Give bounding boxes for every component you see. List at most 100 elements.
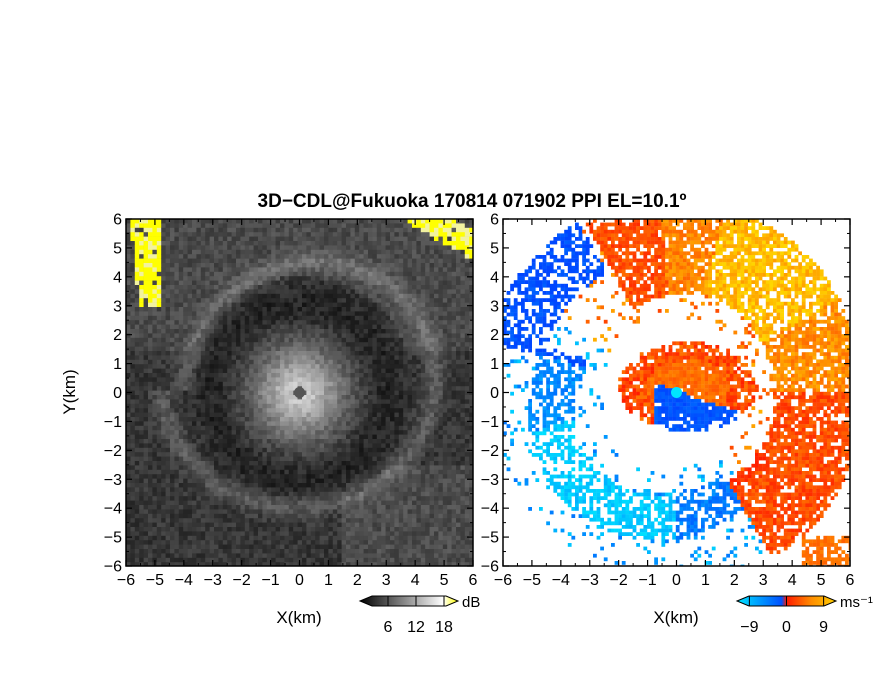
reflectivity-cell: [178, 417, 184, 422]
reflectivity-cell: [266, 386, 272, 391]
reflectivity-cell: [346, 456, 351, 462]
reflectivity-cell: [258, 311, 263, 317]
reflectivity-cell: [174, 232, 180, 237]
reflectivity-cell: [394, 443, 400, 449]
reflectivity-cell: [240, 483, 246, 488]
reflectivity-cell: [346, 434, 351, 440]
reflectivity-cell: [332, 368, 338, 374]
reflectivity-cell: [253, 509, 259, 515]
reflectivity-cell: [192, 311, 197, 317]
reflectivity-cell: [280, 390, 285, 396]
reflectivity-cell: [205, 553, 210, 559]
reflectivity-cell: [390, 527, 395, 532]
reflectivity-cell: [350, 377, 356, 383]
reflectivity-cell: [372, 399, 378, 405]
reflectivity-cell: [288, 390, 294, 396]
reflectivity-cell: [130, 329, 136, 334]
reflectivity-cell: [394, 522, 400, 528]
reflectivity-cell: [372, 351, 378, 356]
reflectivity-cell: [196, 285, 202, 290]
reflectivity-cell: [368, 355, 373, 361]
reflectivity-cell: [306, 368, 312, 374]
reflectivity-cell: [244, 227, 250, 233]
reflectivity-cell: [156, 408, 162, 413]
reflectivity-cell: [134, 245, 140, 251]
reflectivity-cell: [381, 381, 386, 387]
reflectivity-cell: [354, 223, 360, 229]
reflectivity-cell: [231, 443, 237, 449]
reflectivity-cell: [310, 491, 316, 497]
reflectivity-cell: [372, 364, 378, 369]
reflectivity-cell: [148, 302, 153, 308]
reflectivity-cell: [143, 491, 149, 497]
reflectivity-cell: [363, 509, 369, 515]
reflectivity-cell: [359, 329, 364, 334]
reflectivity-cell: [156, 469, 162, 475]
reflectivity-cell: [328, 522, 334, 528]
reflectivity-cell: [227, 386, 232, 391]
reflectivity-cell: [341, 307, 347, 312]
reflectivity-cell: [275, 302, 281, 308]
reflectivity-cell: [240, 342, 246, 347]
reflectivity-cell: [258, 447, 263, 453]
reflectivity-cell: [249, 245, 254, 251]
reflectivity-cell: [376, 527, 382, 532]
reflectivity-cell: [183, 461, 188, 466]
reflectivity-cell: [332, 337, 338, 343]
reflectivity-cell: [372, 329, 378, 334]
reflectivity-cell: [315, 263, 320, 268]
reflectivity-cell: [130, 403, 136, 409]
reflectivity-cell: [227, 487, 232, 493]
reflectivity-cell: [376, 562, 382, 566]
reflectivity-cell: [148, 430, 153, 435]
reflectivity-cell: [143, 381, 149, 387]
reflectivity-cell: [280, 289, 285, 295]
reflectivity-cell: [156, 452, 162, 457]
reflectivity-cell: [381, 337, 386, 343]
reflectivity-cell: [284, 307, 290, 312]
reflectivity-cell: [205, 465, 210, 471]
reflectivity-cell: [200, 469, 206, 475]
reflectivity-cell: [244, 285, 250, 290]
reflectivity-cell: [192, 267, 197, 273]
reflectivity-cell: [156, 531, 162, 537]
reflectivity-cell: [143, 311, 149, 317]
reflectivity-cell: [275, 443, 281, 449]
reflectivity-cell: [280, 544, 285, 550]
reflectivity-cell: [183, 271, 188, 277]
reflectivity-cell: [143, 386, 149, 391]
reflectivity-cell: [368, 249, 373, 255]
reflectivity-cell: [280, 531, 285, 537]
reflectivity-cell: [156, 324, 162, 330]
reflectivity-cell: [403, 271, 408, 277]
reflectivity-cell: [359, 245, 364, 251]
reflectivity-cell: [390, 509, 395, 515]
reflectivity-cell: [231, 258, 237, 264]
reflectivity-cell: [240, 311, 246, 317]
reflectivity-cell: [376, 307, 382, 312]
reflectivity-cell: [346, 408, 351, 413]
reflectivity-cell: [376, 373, 382, 378]
reflectivity-cell: [192, 395, 197, 400]
reflectivity-cell: [196, 249, 202, 255]
reflectivity-cell: [280, 271, 285, 277]
reflectivity-cell: [381, 386, 386, 391]
reflectivity-cell: [214, 315, 219, 321]
reflectivity-cell: [385, 320, 391, 325]
reflectivity-cell: [297, 377, 303, 383]
reflectivity-cell: [187, 364, 193, 369]
reflectivity-cell: [359, 553, 364, 559]
reflectivity-cell: [288, 478, 294, 484]
reflectivity-cell: [390, 351, 395, 356]
reflectivity-cell: [341, 241, 347, 246]
reflectivity-cell: [354, 513, 360, 519]
reflectivity-cell: [354, 535, 360, 541]
reflectivity-cell: [165, 557, 171, 563]
reflectivity-cell: [258, 329, 263, 334]
reflectivity-cell: [354, 342, 360, 347]
reflectivity-cell: [258, 364, 263, 369]
reflectivity-cell: [359, 535, 364, 541]
reflectivity-cell: [187, 434, 193, 440]
reflectivity-cell: [398, 236, 404, 242]
reflectivity-cell: [170, 522, 175, 528]
